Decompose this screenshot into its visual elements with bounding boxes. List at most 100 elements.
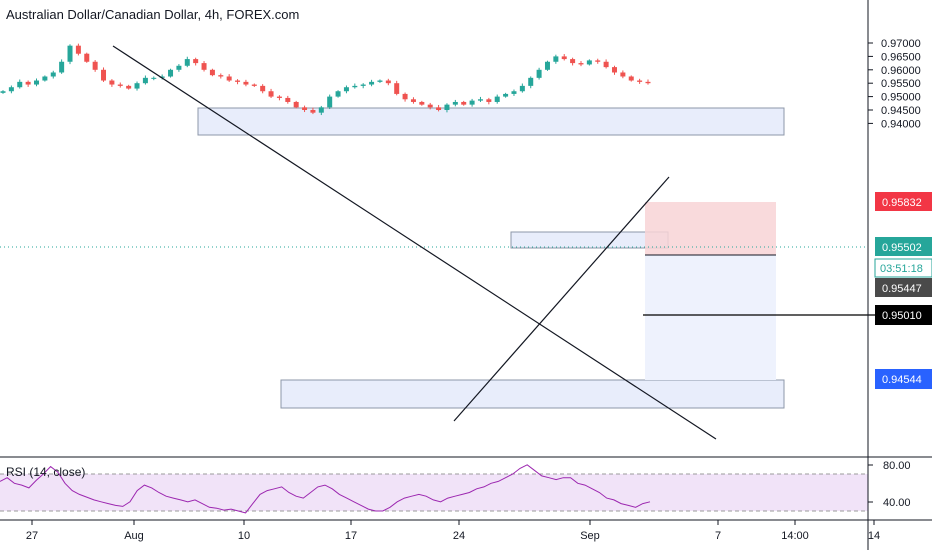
candle-body xyxy=(427,104,433,108)
candle-body xyxy=(611,67,617,73)
candle-body xyxy=(402,93,408,100)
target-price-tag-text: 0.94544 xyxy=(882,374,922,386)
countdown-tag-bg xyxy=(874,258,932,278)
time-axis[interactable]: 27 Aug 10 17 24 Sep 7 14:00 14 xyxy=(26,520,880,542)
uptrend-line[interactable] xyxy=(453,176,670,422)
candle-body xyxy=(176,65,182,70)
candle-body xyxy=(134,83,140,89)
candle-body xyxy=(595,60,601,62)
demand-zone[interactable] xyxy=(280,379,785,409)
entry-price-tag[interactable]: 0.95447 xyxy=(875,278,932,297)
candle-body xyxy=(159,76,165,78)
candle-body xyxy=(620,72,626,77)
candle-body xyxy=(184,59,190,66)
stop-loss-area[interactable] xyxy=(645,202,776,255)
candle-body xyxy=(352,85,358,88)
rsi-indicator-label[interactable]: RSI (14, close) xyxy=(6,465,86,479)
candle-body xyxy=(243,81,249,85)
price-tick-label: 0.96500 xyxy=(881,51,921,63)
candle-body xyxy=(578,63,584,65)
candle-body xyxy=(268,91,274,97)
candle-body xyxy=(603,61,609,68)
candle-body xyxy=(142,77,148,84)
supply-zone[interactable] xyxy=(197,107,785,136)
rsi-line xyxy=(0,464,651,514)
candle-body xyxy=(59,61,65,73)
candle-body xyxy=(310,110,316,113)
candle-body xyxy=(436,107,442,110)
entry-price-tag-text: 0.95447 xyxy=(882,283,922,295)
time-tick-label: 24 xyxy=(453,530,465,542)
candle-body xyxy=(276,96,282,98)
entry-price-tag-bg xyxy=(875,278,932,297)
candle-body xyxy=(519,85,525,92)
chart-title: Australian Dollar/Canadian Dollar, 4h, F… xyxy=(6,7,300,22)
candle-body xyxy=(151,77,157,79)
candle-body xyxy=(285,97,291,102)
candle-body xyxy=(461,101,467,105)
candle-body xyxy=(444,104,450,110)
candle-body xyxy=(528,77,534,86)
candle-body xyxy=(469,100,475,105)
candle-body xyxy=(50,72,56,77)
candle-body xyxy=(360,84,366,86)
target-price-tag[interactable]: 0.94544 xyxy=(875,369,932,389)
downtrend-line[interactable] xyxy=(112,45,717,440)
candle-body xyxy=(34,80,40,85)
mid-zone[interactable] xyxy=(510,231,669,249)
time-tick-label: Aug xyxy=(124,530,144,542)
candle-body xyxy=(570,59,576,64)
candle-body xyxy=(293,101,299,108)
candle-body xyxy=(553,56,559,62)
candle-body xyxy=(327,96,333,108)
candle-body xyxy=(385,80,391,84)
candle-body xyxy=(369,81,375,85)
current-price-tag-bg xyxy=(875,237,932,256)
candle-body xyxy=(302,107,308,110)
candle-body xyxy=(536,69,542,78)
candle-body xyxy=(377,80,383,82)
level-price-tag-text: 0.95010 xyxy=(882,310,922,322)
stop-price-tag-text: 0.95832 xyxy=(882,197,922,209)
price-tags: 0.95832 0.95502 03:51:18 0.95447 0.95010… xyxy=(874,192,932,389)
time-tick-label: 14:00 xyxy=(781,530,809,542)
candle-body xyxy=(101,69,107,81)
candle-body xyxy=(218,75,224,77)
price-tick-label: 0.96000 xyxy=(881,65,921,77)
candle-body xyxy=(17,81,23,88)
rsi-band xyxy=(0,474,868,511)
candle-body xyxy=(343,87,349,92)
stop-price-tag-bg xyxy=(875,192,932,211)
rsi-tick-label: 80.00 xyxy=(883,460,911,472)
rsi-axis: 80.00 40.00 xyxy=(868,460,911,509)
candle-body xyxy=(452,101,458,105)
rsi-tick-label: 40.00 xyxy=(883,497,911,509)
target-price-tag-bg xyxy=(875,369,932,389)
level-price-tag[interactable]: 0.95010 xyxy=(875,305,932,325)
current-price-tag-text: 0.95502 xyxy=(882,242,922,254)
candle-body xyxy=(8,87,14,92)
price-tick-label: 0.94000 xyxy=(881,118,921,130)
candle-body xyxy=(75,45,81,54)
candle-body xyxy=(637,80,643,82)
candle-body xyxy=(0,91,6,93)
candle-body xyxy=(419,101,425,105)
candle-body xyxy=(117,84,123,86)
level-price-tag-bg xyxy=(875,305,932,325)
countdown-tag-text: 03:51:18 xyxy=(880,263,923,275)
candle-body xyxy=(201,63,207,70)
take-profit-area[interactable] xyxy=(645,255,776,380)
stop-price-tag[interactable]: 0.95832 xyxy=(875,192,932,211)
candle-body xyxy=(561,56,567,60)
current-price-tag[interactable]: 0.95502 xyxy=(875,237,932,256)
price-tick-label: 0.94500 xyxy=(881,105,921,117)
candle-body xyxy=(235,80,241,82)
time-tick-label: 14 xyxy=(868,530,880,542)
candle-body xyxy=(251,84,257,86)
candle-body xyxy=(193,59,199,64)
price-tick-label: 0.97000 xyxy=(881,38,921,50)
time-tick-label: 10 xyxy=(238,530,250,542)
